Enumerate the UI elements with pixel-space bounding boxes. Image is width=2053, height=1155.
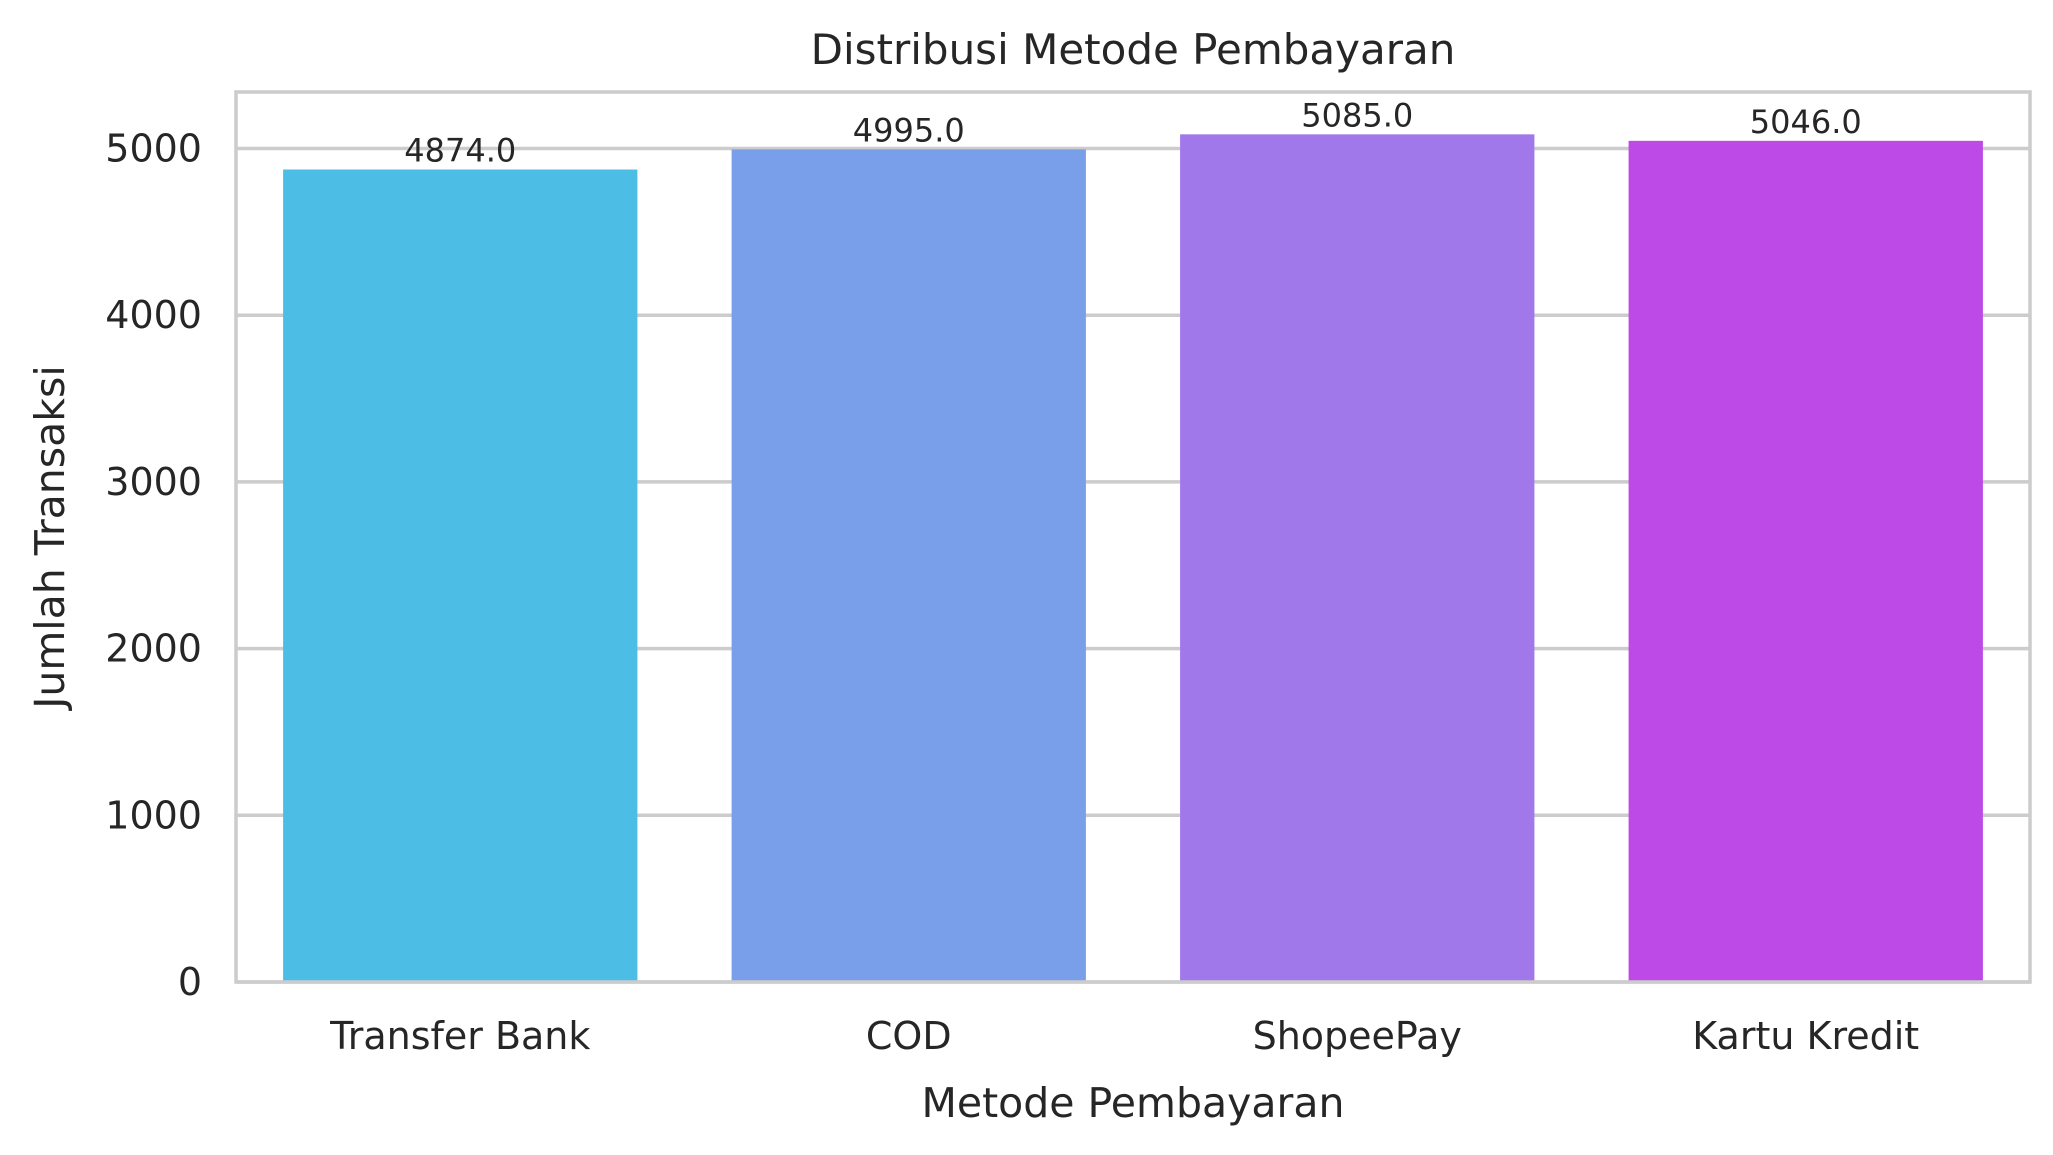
data-label-cod: 4995.0 <box>853 111 965 149</box>
y-tick-label-2000: 2000 <box>105 627 202 671</box>
bar-kartu-kredit <box>1628 140 1983 983</box>
data-label-shopeepay: 5085.0 <box>1301 96 1413 134</box>
bar-shopeepay <box>1180 134 1535 983</box>
y-tick-label-3000: 3000 <box>105 460 202 504</box>
chart-title: Distribusi Metode Pembayaran <box>811 25 1456 74</box>
data-labels: 4874.0 4995.0 5085.0 5046.0 <box>404 96 1861 169</box>
bars <box>283 134 1983 983</box>
y-axis-label: Jumlah Transaksi <box>26 365 74 712</box>
x-tick-label-cod: COD <box>866 1014 952 1058</box>
x-tick-label-shopeepay: ShopeePay <box>1253 1014 1462 1058</box>
x-tick-labels: Transfer Bank COD ShopeePay Kartu Kredit <box>329 1014 1919 1058</box>
bar-transfer-bank <box>283 169 638 982</box>
y-tick-label-4000: 4000 <box>105 293 202 337</box>
bar-cod <box>731 149 1086 983</box>
y-tick-labels: 0 1000 2000 3000 4000 5000 <box>105 127 202 1004</box>
x-tick-label-transfer-bank: Transfer Bank <box>329 1014 590 1058</box>
data-label-transfer-bank: 4874.0 <box>404 132 516 170</box>
x-axis-label: Metode Pembayaran <box>922 1079 1345 1127</box>
y-tick-label-5000: 5000 <box>105 127 202 171</box>
data-label-kartu-kredit: 5046.0 <box>1750 103 1862 141</box>
y-tick-label-1000: 1000 <box>105 793 202 837</box>
y-tick-label-0: 0 <box>178 960 202 1004</box>
x-tick-label-kartu-kredit: Kartu Kredit <box>1692 1014 1919 1058</box>
plot-frame <box>234 90 2032 984</box>
